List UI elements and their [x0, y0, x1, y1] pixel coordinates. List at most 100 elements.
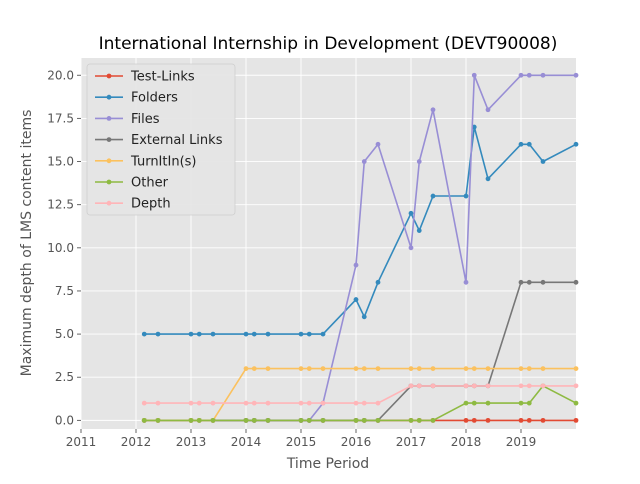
legend-label: Depth [131, 197, 171, 212]
data-point-folders [375, 279, 381, 285]
data-point-files [361, 159, 367, 164]
data-point-folders [353, 297, 359, 302]
data-point-other [416, 417, 422, 423]
legend-swatch-marker [106, 94, 112, 100]
data-point-folders [540, 159, 546, 164]
data-point-test-links [573, 417, 579, 423]
data-point-folders [408, 210, 414, 216]
x-axis-label: Time Period [286, 456, 369, 472]
legend-label: Files [131, 112, 160, 127]
data-point-depth [573, 383, 579, 389]
data-point-test-links [485, 417, 491, 423]
data-point-folders [518, 141, 524, 147]
data-point-other [573, 400, 579, 406]
data-point-folders [485, 176, 491, 182]
data-point-turnitin-s [518, 366, 524, 372]
data-point-turnitin-s [573, 366, 579, 372]
y-tick-label: 20.0 [47, 68, 74, 82]
legend-entry: Depth [95, 197, 171, 212]
series-other [141, 383, 579, 423]
data-point-folders [416, 228, 422, 233]
data-point-other [196, 417, 202, 423]
legend-entry: Folders [95, 91, 178, 106]
data-point-turnitin-s [243, 366, 249, 372]
legend-label: External Links [131, 133, 223, 148]
data-point-external-links [540, 279, 546, 285]
legend-entry: Test-Links [95, 70, 195, 85]
data-point-other [320, 417, 326, 423]
data-point-external-links [518, 279, 524, 285]
data-point-other [210, 417, 216, 423]
data-point-depth [265, 400, 271, 406]
data-point-depth [375, 400, 381, 406]
data-point-turnitin-s [485, 366, 491, 372]
data-point-files [353, 262, 359, 268]
data-point-depth [320, 400, 326, 406]
data-point-external-links [526, 279, 532, 285]
legend: Test-Links Folders Files External Links Turn… [86, 63, 236, 216]
data-point-depth [196, 400, 202, 406]
legend-label: Folders [131, 91, 178, 106]
data-point-test-links [540, 417, 546, 423]
data-point-files [540, 72, 546, 78]
data-point-files [526, 72, 532, 78]
data-point-folders [210, 331, 216, 337]
legend-swatch-marker [106, 116, 112, 121]
x-tick-label: 2014 [231, 435, 262, 449]
data-point-turnitin-s [353, 366, 359, 372]
data-point-depth [210, 400, 216, 406]
data-point-folders [243, 331, 249, 337]
data-point-turnitin-s [416, 366, 422, 372]
data-point-depth [188, 400, 194, 406]
data-point-depth [463, 383, 469, 389]
x-tick-label: 2012 [121, 435, 152, 449]
data-point-folders [141, 331, 147, 337]
data-point-folders [298, 331, 304, 337]
x-tick-label: 2018 [451, 435, 482, 449]
data-point-turnitin-s [320, 366, 326, 372]
x-tick-label: 2019 [506, 435, 537, 449]
y-tick-label: 2.5 [55, 370, 74, 384]
data-point-other [265, 417, 271, 423]
data-point-other [188, 417, 194, 423]
y-tick-label: 12.5 [47, 198, 74, 212]
data-point-files [463, 279, 469, 285]
data-point-other [298, 417, 304, 423]
data-point-other [463, 400, 469, 406]
legend-entry: Files [95, 112, 160, 127]
legend-swatch-marker [106, 200, 112, 206]
chart-title: International Internship in Development … [99, 34, 558, 54]
data-point-depth [361, 400, 367, 406]
data-point-depth [471, 383, 477, 389]
x-tick-label: 2016 [341, 435, 372, 449]
data-point-depth [141, 400, 147, 406]
data-point-files [430, 107, 436, 113]
legend-entry: External Links [95, 133, 223, 148]
data-point-files [518, 72, 524, 78]
data-point-depth [416, 383, 422, 389]
data-point-folders [196, 331, 202, 337]
data-point-turnitin-s [298, 366, 304, 372]
y-tick-label: 17.5 [47, 111, 74, 125]
data-point-turnitin-s [375, 366, 381, 372]
data-point-other [518, 400, 524, 406]
data-point-folders [265, 331, 271, 337]
data-point-depth [526, 383, 532, 389]
data-point-other [243, 417, 249, 423]
legend-swatch-marker [106, 137, 112, 143]
data-point-folders [526, 141, 532, 147]
y-axis-label: Maximum depth of LMS content items [19, 110, 35, 377]
x-tick-label: 2011 [66, 435, 97, 449]
data-point-files [471, 72, 477, 78]
data-point-test-links [463, 417, 469, 423]
legend-label: Test-Links [130, 70, 195, 85]
data-point-depth [430, 383, 436, 389]
data-point-other [141, 417, 147, 423]
data-point-test-links [471, 417, 477, 423]
data-point-folders [573, 141, 579, 147]
data-point-external-links [573, 279, 579, 285]
data-point-turnitin-s [430, 366, 436, 372]
x-tick-label: 2015 [286, 435, 317, 449]
